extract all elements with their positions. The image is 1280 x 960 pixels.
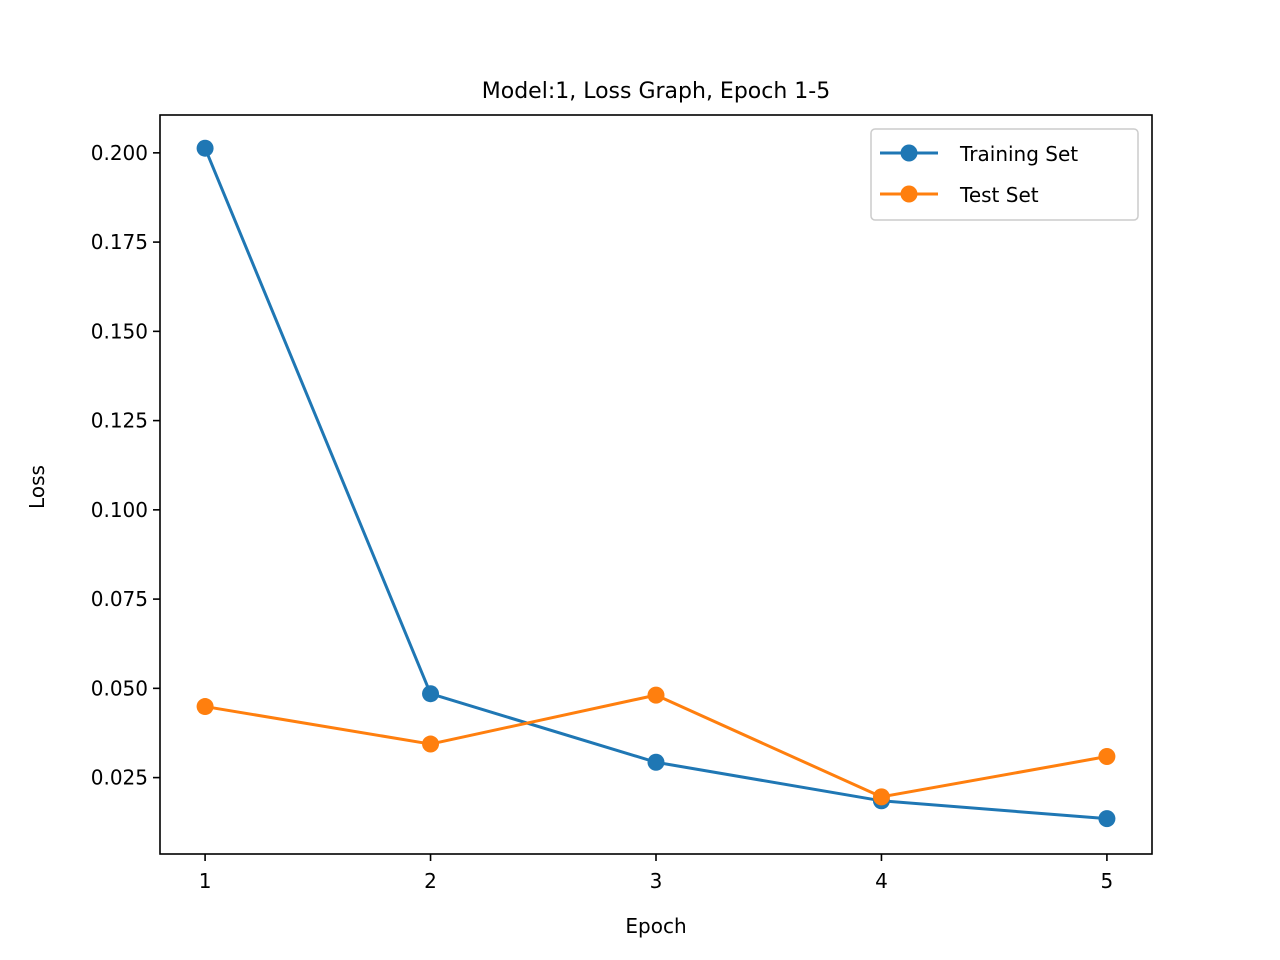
- y-tick-label: 0.125: [91, 409, 148, 433]
- legend-marker: [900, 144, 918, 162]
- y-tick-label: 0.100: [91, 498, 148, 522]
- y-axis-label: Loss: [25, 465, 49, 509]
- x-tick-label: 4: [875, 869, 888, 893]
- x-axis-label: Epoch: [625, 914, 686, 938]
- data-point: [196, 698, 214, 716]
- data-point: [647, 753, 665, 771]
- data-point: [647, 686, 665, 704]
- y-tick-label: 0.150: [91, 319, 148, 343]
- y-tick-label: 0.175: [91, 230, 148, 254]
- data-point: [1098, 810, 1116, 828]
- x-tick-label: 5: [1101, 869, 1114, 893]
- y-tick-label: 0.025: [91, 766, 148, 790]
- y-tick-label: 0.050: [91, 676, 148, 700]
- plot-area: [160, 115, 1152, 854]
- data-point: [422, 685, 440, 703]
- y-tick-label: 0.200: [91, 141, 148, 165]
- data-point: [872, 788, 890, 806]
- data-point: [196, 139, 214, 157]
- data-point: [1098, 748, 1116, 766]
- legend-label: Test Set: [959, 183, 1039, 207]
- y-tick-label: 0.075: [91, 587, 148, 611]
- x-tick-label: 2: [424, 869, 437, 893]
- x-tick-label: 3: [650, 869, 663, 893]
- chart-title: Model:1, Loss Graph, Epoch 1-5: [482, 79, 830, 104]
- x-tick-label: 1: [199, 869, 212, 893]
- legend-label: Training Set: [959, 142, 1078, 166]
- legend-marker: [900, 185, 918, 203]
- data-point: [422, 735, 440, 753]
